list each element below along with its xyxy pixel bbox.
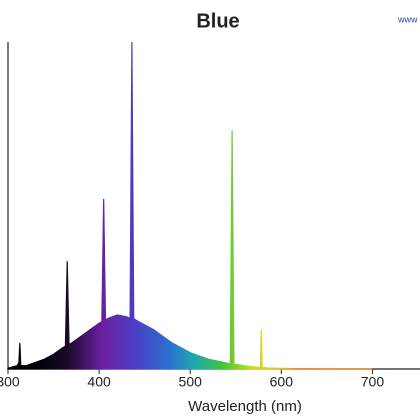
watermark: www	[397, 14, 418, 24]
x-tick-label: 400	[87, 374, 111, 390]
chart-title: Blue	[196, 10, 239, 32]
x-axis-label: Wavelength (nm)	[188, 398, 302, 415]
spectrum-area	[7, 41, 373, 370]
x-tick-label: 700	[361, 374, 385, 390]
x-tick-label: 300	[0, 374, 20, 390]
x-tick-label: 600	[270, 374, 294, 390]
x-tick-label: 500	[179, 374, 203, 390]
